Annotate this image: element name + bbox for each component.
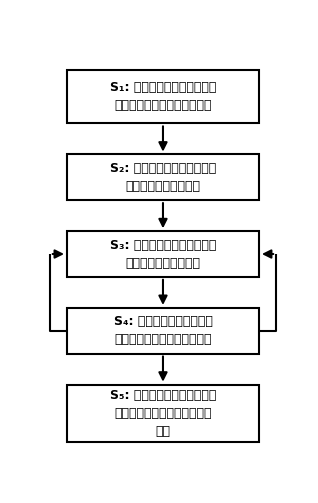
Bar xyxy=(67,231,259,277)
Text: S₁: 沿幢行走，通过及时定位
与地图构建算法建立栋格地图: S₁: 沿幢行走，通过及时定位 与地图构建算法建立栋格地图 xyxy=(110,81,216,112)
Bar xyxy=(67,70,259,124)
Bar xyxy=(67,384,259,442)
Text: S₃: 定义能量损耗代价函数，
搜索较优区域分割方向: S₃: 定义能量损耗代价函数， 搜索较优区域分割方向 xyxy=(110,238,216,270)
Text: S₂: 调整栋格地图分辨率、判
断栋格地图可清扫区域: S₂: 调整栋格地图分辨率、判 断栋格地图可清扫区域 xyxy=(110,162,216,193)
Bar xyxy=(67,308,259,354)
Text: S₄: 对栋格地图进行区域分
割，合并匹配度高的相邻区域: S₄: 对栋格地图进行区域分 割，合并匹配度高的相邻区域 xyxy=(114,315,212,346)
Bar xyxy=(67,154,259,200)
Text: S₅: 在每一个分割区域中规划
弧形路径，直到所有区域遍历
完毕: S₅: 在每一个分割区域中规划 弧形路径，直到所有区域遍历 完毕 xyxy=(110,389,216,438)
